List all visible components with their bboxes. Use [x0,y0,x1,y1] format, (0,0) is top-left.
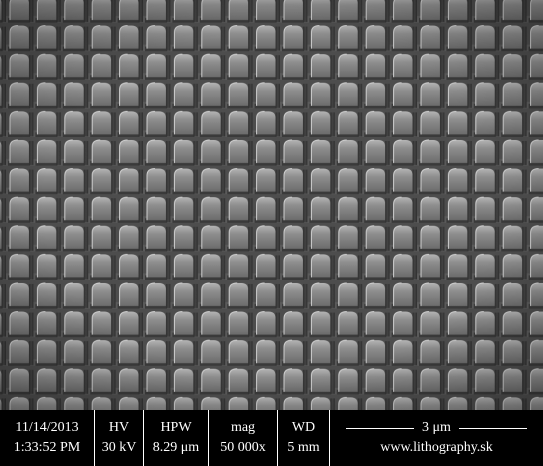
wd-cell: WD 5 mm [278,410,330,466]
hpw-label: HPW [160,420,192,435]
scale-cell: 3 μm www.lithography.sk [330,410,543,466]
hv-value: 30 kV [101,440,137,455]
scale-rule [458,427,527,429]
mag-cell: mag 50 000x [209,410,278,466]
hv-label: HV [108,420,130,435]
hpw-cell: HPW 8.29 μm [144,410,209,466]
wd-value: 5 mm [287,440,320,455]
sem-image [0,0,543,410]
date: 11/14/2013 [15,420,79,435]
time: 1:33:52 PM [13,440,81,455]
site: www.lithography.sk [380,440,493,455]
date-cell: 11/14/2013 1:33:52 PM [0,410,95,466]
hv-cell: HV 30 kV [95,410,144,466]
wd-label: WD [291,420,316,435]
mag-label: mag [230,420,256,435]
hpw-value: 8.29 μm [152,440,200,455]
vignette [0,0,543,410]
scale-label: 3 μm [422,420,451,435]
scale-rule [346,427,415,429]
scale-bar: 3 μm [346,418,527,438]
mag-value: 50 000x [220,440,266,455]
info-bar: 11/14/2013 1:33:52 PM HV 30 kV HPW 8.29 … [0,410,543,466]
